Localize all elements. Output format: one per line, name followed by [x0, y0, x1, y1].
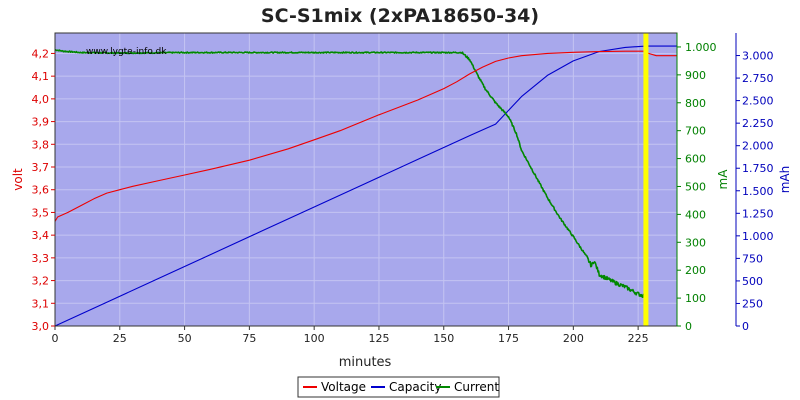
series-line-voltage [54, 50, 677, 222]
ma-tick-label: 500 [685, 180, 706, 193]
mah-tick-label: 2.750 [742, 72, 774, 85]
x-tick-label: 100 [304, 332, 325, 345]
volt-tick-label: 3,9 [32, 116, 50, 129]
mah-tick-label: 2.000 [742, 140, 774, 153]
volt-tick-label: 3,6 [32, 184, 50, 197]
mah-tick-label: 250 [742, 297, 763, 310]
ma-tick-label: 0 [685, 320, 692, 333]
volt-tick-label: 3,1 [32, 297, 50, 310]
volt-tick-label: 3,5 [32, 206, 50, 219]
mah-tick-label: 1.500 [742, 185, 774, 198]
volt-tick-label: 3,2 [32, 275, 50, 288]
x-tick-label: 25 [113, 332, 127, 345]
series-line-current [54, 48, 647, 299]
chart-title: SC-S1mix (2xPA18650-34) [261, 5, 539, 27]
legend-label: Current [454, 380, 499, 394]
ma-axis: 0 100 200 300 400 500 600 700 800 900 1.000 mA [676, 33, 730, 333]
volt-tick-label: 3,8 [32, 138, 50, 151]
volt-tick-label: 3,3 [32, 252, 50, 265]
ma-tick-label: 1.000 [685, 41, 717, 54]
mah-tick-label: 1.000 [742, 230, 774, 243]
x-tick-label: 50 [178, 332, 192, 345]
mah-tick-label: 2.500 [742, 95, 774, 108]
mah-tick-label: 2.250 [742, 117, 774, 130]
x-tick-label: 200 [563, 332, 584, 345]
legend-label: Capacity [389, 380, 441, 394]
ma-tick-label: 200 [685, 264, 706, 277]
x-tick-label: 125 [368, 332, 389, 345]
legend-box [297, 376, 500, 398]
volt-tick-label: 4,1 [32, 70, 50, 83]
volt-tick-label: 3,4 [32, 229, 50, 242]
mah-tick-label: 1.750 [742, 162, 774, 175]
volt-tick-label: 3,7 [32, 161, 50, 174]
ma-tick-label: 800 [685, 97, 706, 110]
volt-tick-label: 3,0 [32, 320, 50, 333]
ma-axis-title: mA [716, 169, 730, 190]
series-line-capacity [54, 45, 677, 327]
x-tick-label: 150 [433, 332, 454, 345]
mah-tick-label: 0 [742, 320, 749, 333]
volt-tick-label: 4,2 [32, 47, 50, 60]
x-tick-label: 0 [52, 332, 59, 345]
ma-tick-label: 600 [685, 153, 706, 166]
mah-tick-label: 1.250 [742, 207, 774, 220]
x-tick-label: 225 [628, 332, 649, 345]
x-axis: 0 25 50 75 100 125 150 175 200 225 [52, 326, 649, 345]
series-layer [54, 45, 677, 327]
ma-tick-label: 300 [685, 236, 706, 249]
mah-axis-title: mAh [778, 166, 792, 194]
end-marker-bar [643, 33, 649, 326]
mah-tick-label: 3.000 [742, 50, 774, 63]
volt-axis: 3,0 3,1 3,2 3,3 3,4 3,5 3,6 3,7 3,8 3,9 4,0 4,1 4,2 v… [11, 47, 55, 333]
mah-tick-label: 500 [742, 275, 763, 288]
volt-axis-title: volt [11, 168, 25, 191]
watermark: www.lygte-info.dk [86, 47, 167, 57]
legend-label: Voltage [321, 380, 366, 394]
ma-tick-label: 400 [685, 208, 706, 221]
mah-tick-label: 750 [742, 252, 763, 265]
ma-tick-label: 900 [685, 69, 706, 82]
legend: Voltage Capacity Current [297, 376, 500, 398]
ma-tick-label: 700 [685, 125, 706, 138]
ma-tick-label: 100 [685, 292, 706, 305]
volt-tick-label: 4,0 [32, 93, 50, 106]
x-tick-label: 175 [498, 332, 519, 345]
x-tick-label: 75 [242, 332, 256, 345]
mah-axis: 0 250 500 750 1.000 1.250 1.500 1.750 2.000 2.250… [735, 33, 792, 333]
x-axis-title: minutes [339, 355, 392, 370]
plot-area [55, 33, 677, 326]
